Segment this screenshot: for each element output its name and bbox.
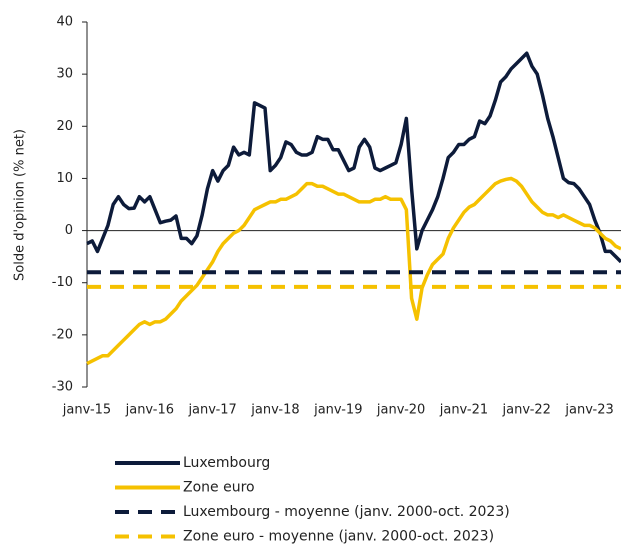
y-tick-label: 10 bbox=[56, 171, 73, 186]
y-tick-label: 40 bbox=[56, 15, 73, 30]
x-tick-label: janv-16 bbox=[125, 403, 174, 418]
y-tick-label: -30 bbox=[52, 380, 73, 395]
legend-label: Luxembourg bbox=[183, 455, 270, 471]
legend-label: Zone euro - moyenne (janv. 2000-oct. 202… bbox=[183, 529, 494, 545]
y-tick-label: 30 bbox=[56, 67, 73, 82]
y-tick-label: 0 bbox=[65, 223, 73, 238]
y-tick-label: -10 bbox=[52, 275, 73, 290]
x-tick-label: janv-18 bbox=[250, 403, 299, 418]
x-tick-label: janv-15 bbox=[62, 403, 111, 418]
y-tick-label: 20 bbox=[56, 119, 73, 134]
line-series bbox=[86, 51, 621, 264]
x-tick-label: janv-21 bbox=[439, 403, 488, 418]
legend-label: Luxembourg - moyenne (janv. 2000-oct. 20… bbox=[183, 504, 510, 520]
x-tick-label: janv-20 bbox=[376, 403, 425, 418]
y-tick-label: -20 bbox=[52, 327, 73, 342]
legend-label: Zone euro bbox=[183, 480, 255, 496]
x-tick-label: janv-17 bbox=[187, 403, 236, 418]
x-tick-label: janv-22 bbox=[502, 403, 551, 418]
line-series bbox=[86, 176, 621, 366]
y-axis-label: Solde d'opinion (% net) bbox=[13, 129, 28, 281]
legend: Luxembourg Zone euro Luxembourg - moyenne … bbox=[115, 455, 510, 545]
x-tick-label: janv-23 bbox=[564, 403, 613, 418]
x-tick-label: janv-19 bbox=[313, 403, 362, 418]
